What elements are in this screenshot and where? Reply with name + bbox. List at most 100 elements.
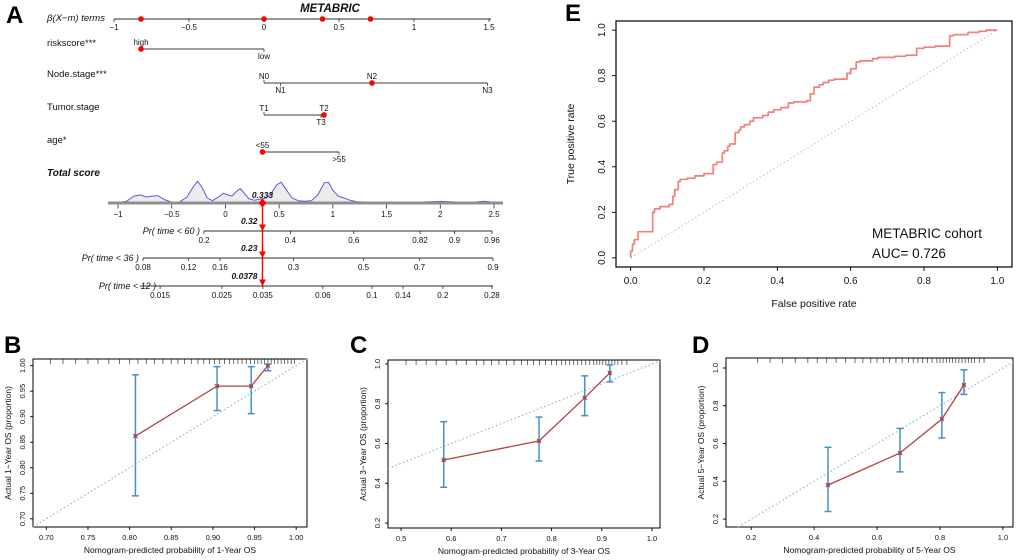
tick-label: 0 — [262, 23, 267, 32]
ideal-diagonal — [737, 361, 1014, 528]
tick-label: 0.8 — [373, 399, 382, 409]
data-point — [962, 383, 966, 387]
tick-label: −1 — [109, 23, 119, 32]
category-label: N2 — [367, 72, 378, 81]
prob-value: 0.0378 — [232, 271, 258, 281]
data-point — [608, 371, 612, 375]
tick-label: 0.9 — [487, 263, 499, 272]
calibration-line — [135, 365, 269, 437]
panel-calibration-1yr: B 0.70 0.75 0.80 0.85 0.90 0.95 1.00 0.70 0.75 0.… — [0, 330, 340, 560]
tick-label: 0.6 — [373, 438, 382, 448]
tick-label: 0.80 — [122, 533, 137, 542]
tick-label: 1.0 — [373, 359, 382, 369]
x-axis-title: Nomogram-predicted probability of 5-Year… — [783, 545, 955, 555]
category-label: <55 — [256, 141, 270, 150]
tick-label: 1.0 — [711, 363, 720, 373]
tick-label: 0.85 — [18, 435, 27, 450]
panel-label-b: B — [4, 332, 22, 359]
tick-label: 0.2 — [373, 518, 382, 528]
tick-label: 0.70 — [39, 533, 54, 542]
roc-curve — [629, 29, 998, 258]
arrow-head — [259, 279, 266, 286]
tick-label: 0.6 — [446, 534, 456, 543]
panel-label-e: E — [565, 0, 582, 27]
tick-label: 0.08 — [135, 263, 151, 272]
calibration-chart-1yr: 0.70 0.75 0.80 0.85 0.90 0.95 1.00 0.70 0.75 0.80… — [3, 358, 308, 555]
tick-label: 0.5 — [358, 263, 370, 272]
tick-label: 0.28 — [484, 291, 500, 300]
y-axis-title: Actual 1−Year OS (proportion) — [3, 386, 13, 500]
category-label: T3 — [316, 118, 326, 127]
tick-label: 0.80 — [18, 460, 27, 475]
tick-label: 0.4 — [597, 159, 608, 173]
arrow-head — [259, 251, 266, 258]
category-label: T1 — [259, 104, 269, 113]
data-point — [442, 458, 446, 462]
category-label: N3 — [482, 86, 493, 95]
annotation-cohort: METABRIC cohort — [872, 226, 982, 241]
tick-label: 0.2 — [597, 205, 608, 219]
tick-label: 0.025 — [212, 291, 233, 300]
panel-nomogram: A METABRIC −1 −0.5 0 0.5 1 1.5 β(X−m) terms risk… — [0, 0, 555, 330]
tick-label: 0.4 — [711, 476, 720, 486]
data-point — [215, 384, 219, 388]
calibration-line — [827, 384, 965, 486]
tick-label: 0.4 — [770, 276, 784, 287]
data-point — [826, 483, 830, 487]
tick-label: 2 — [438, 210, 443, 219]
category-label: low — [258, 52, 270, 61]
tick-label: 0.4 — [373, 478, 382, 488]
tick-label: 0.96 — [484, 236, 500, 245]
tick-label: 0.8 — [917, 276, 931, 287]
score-value: 0.333 — [252, 190, 274, 200]
tick-label: 0.6 — [711, 438, 720, 448]
tick-label: 0.6 — [844, 276, 858, 287]
tick-label: 0.70 — [18, 512, 27, 527]
prob-axis-label: Pr( time < 12 ) — [99, 281, 156, 291]
annotation-auc: AUC= 0.726 — [872, 246, 946, 261]
plot-frame — [615, 20, 1013, 268]
nomogram-chart: METABRIC −1 −0.5 0 0.5 1 1.5 β(X−m) terms risksc… — [46, 3, 503, 300]
row-label: age* — [47, 135, 67, 146]
tick-label: 0.90 — [18, 409, 27, 424]
tick-label: 0.9 — [597, 534, 607, 543]
prob-axis-label: Pr( time < 36 ) — [82, 253, 139, 263]
data-point — [266, 363, 270, 368]
y-axis-title: Actual 5−Year OS (proportion) — [696, 385, 706, 499]
plot-frame — [32, 358, 308, 528]
red-dot — [138, 46, 144, 52]
tick-label: 0.95 — [18, 384, 27, 399]
tick-label: 0.90 — [206, 533, 221, 542]
data-point — [133, 434, 138, 438]
tick-label: 2.5 — [488, 210, 500, 219]
data-point — [583, 396, 587, 400]
tick-label: 1.00 — [18, 358, 27, 373]
data-point — [537, 439, 541, 443]
tick-label: 1.5 — [483, 23, 495, 32]
plot-frame — [387, 359, 661, 529]
category-label: N1 — [275, 86, 286, 95]
tick-label: 0.4 — [809, 533, 819, 542]
tick-label: 0.14 — [395, 291, 411, 300]
x-axis-title: Nomogram-predicted probability of 3-Year… — [438, 546, 610, 556]
tick-label: 0.5 — [274, 210, 286, 219]
prob-value: 0.32 — [241, 216, 258, 226]
prob-axis-label: Pr( time < 60 ) — [143, 226, 200, 236]
tick-label: −0.5 — [164, 210, 180, 219]
tick-label: 0.85 — [164, 533, 179, 542]
chart-title: METABRIC — [300, 3, 361, 15]
tick-label: 0.7 — [496, 534, 506, 543]
tick-label: −0.5 — [181, 23, 197, 32]
reference-diagonal — [630, 29, 998, 259]
calibration-chart-5yr: 0.2 0.4 0.6 0.8 1.0 0.2 0.4 0.6 0.8 1.0 Nomogram-p… — [696, 357, 1014, 555]
tick-label: 0.6 — [348, 236, 360, 245]
calibration-chart-3yr: 0.5 0.6 0.7 0.8 0.9 1.0 0.2 0.4 0.6 0.8 1.0 Nomogra… — [358, 359, 661, 556]
ideal-diagonal — [387, 360, 661, 470]
red-dot — [259, 149, 266, 155]
tick-label: 1.5 — [381, 210, 393, 219]
red-dot — [321, 112, 327, 118]
plot-frame — [725, 357, 1014, 528]
tick-label: 0.8 — [711, 401, 720, 411]
tick-label: 0.015 — [150, 291, 171, 300]
